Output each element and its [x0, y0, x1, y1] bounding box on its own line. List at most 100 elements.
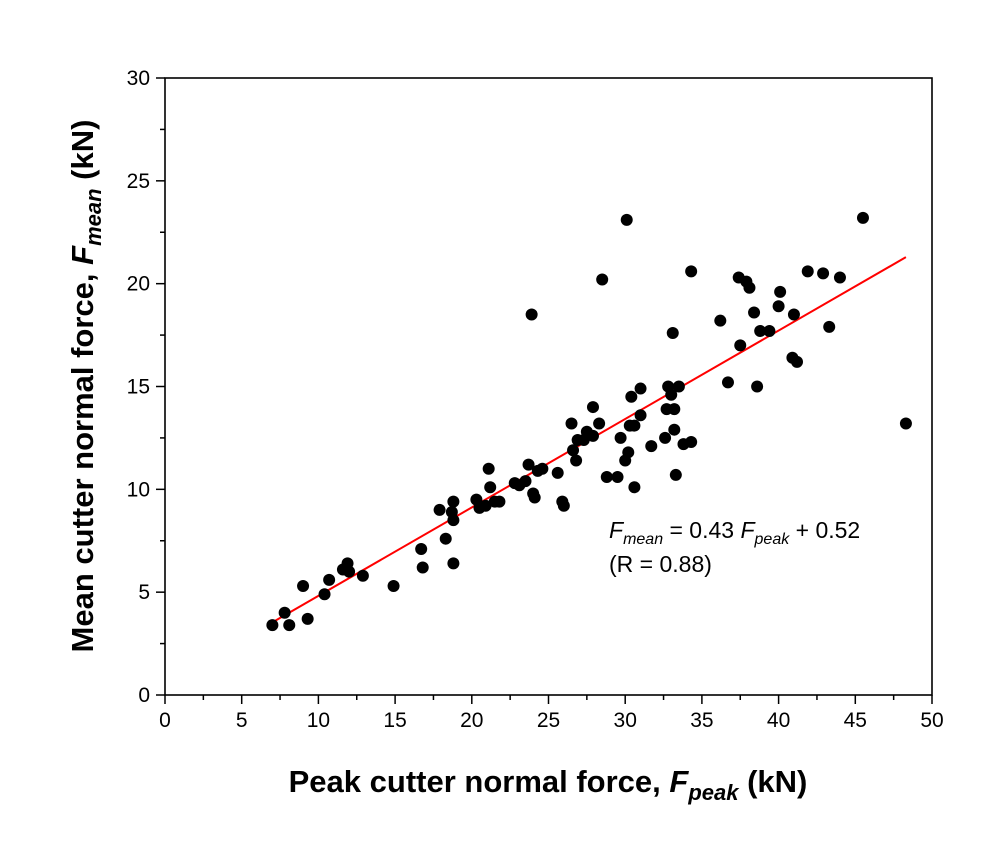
data-point	[801, 265, 814, 278]
data-point	[899, 417, 912, 430]
data-point	[620, 213, 633, 226]
data-point	[634, 409, 647, 422]
data-point	[416, 561, 429, 574]
x-tick-label: 20	[460, 709, 483, 732]
data-point	[754, 324, 767, 337]
x-tick-label: 35	[690, 709, 713, 732]
data-point	[668, 403, 681, 416]
x-tick-label: 5	[236, 709, 248, 732]
data-point	[415, 542, 428, 555]
data-point	[297, 579, 310, 592]
x-tick-label: 30	[614, 709, 637, 732]
data-point	[856, 211, 869, 224]
data-point	[522, 458, 535, 471]
y-tick-label: 20	[127, 273, 150, 296]
x-axis-title: Peak cutter normal force, Fpeak (kN)	[289, 764, 808, 805]
tick-labels: 0 5 10 15 20 25 30 35 40 45 50 0 5 10 15 20 25 30	[127, 67, 944, 732]
data-point	[586, 401, 599, 414]
axis-ticks	[156, 77, 933, 704]
data-point	[586, 429, 599, 442]
y-tick-label: 0	[138, 684, 150, 707]
data-point	[748, 306, 761, 319]
y-tick-label: 10	[127, 478, 150, 501]
data-point	[751, 380, 764, 393]
data-point	[721, 376, 734, 389]
data-point	[387, 579, 400, 592]
data-point	[672, 380, 685, 393]
x-tick-label: 10	[307, 709, 330, 732]
data-point	[763, 324, 776, 337]
data-point	[625, 390, 638, 403]
data-point	[528, 491, 541, 504]
data-point	[536, 462, 549, 475]
data-point	[734, 339, 747, 352]
data-point	[283, 619, 296, 632]
x-tick-label: 0	[159, 709, 171, 732]
data-point	[447, 495, 460, 508]
data-point	[714, 314, 727, 327]
data-point	[666, 327, 679, 340]
data-point	[659, 431, 672, 444]
data-point	[668, 423, 681, 436]
x-tick-label: 25	[537, 709, 560, 732]
data-point	[343, 565, 356, 578]
data-point	[743, 281, 756, 294]
y-tick-label: 30	[127, 67, 150, 90]
data-point	[596, 273, 609, 286]
x-tick-label: 15	[383, 709, 406, 732]
data-point	[551, 466, 564, 479]
data-point	[484, 481, 497, 494]
y-tick-label: 5	[138, 581, 150, 604]
x-tick-label: 45	[844, 709, 867, 732]
data-point	[685, 265, 698, 278]
data-point	[593, 417, 606, 430]
data-point	[665, 388, 678, 401]
data-point	[301, 612, 314, 625]
data-point	[600, 470, 613, 483]
data-point	[685, 436, 698, 449]
data-point	[519, 475, 532, 488]
data-point	[611, 470, 624, 483]
x-tick-label: 40	[767, 709, 790, 732]
data-point	[669, 468, 682, 481]
data-point	[645, 440, 658, 453]
y-tick-label: 25	[127, 170, 150, 193]
data-point	[356, 569, 369, 582]
data-point	[570, 454, 583, 467]
plot-frame	[164, 77, 933, 696]
data-point	[318, 588, 331, 601]
data-point	[567, 444, 580, 457]
data-point	[482, 462, 495, 475]
data-point	[791, 355, 804, 368]
x-tick-label: 50	[920, 709, 943, 732]
data-point	[772, 300, 785, 313]
data-point	[823, 320, 836, 333]
data-point	[628, 481, 641, 494]
data-point	[634, 382, 647, 395]
data-point	[614, 431, 627, 444]
data-point	[278, 606, 291, 619]
data-point	[433, 503, 446, 516]
data-point	[439, 532, 452, 545]
data-point	[774, 285, 787, 298]
data-point	[833, 271, 846, 284]
data-point	[557, 499, 570, 512]
data-point	[323, 573, 336, 586]
data-point	[787, 308, 800, 321]
data-point	[447, 514, 460, 527]
data-point	[525, 308, 538, 321]
y-tick-label: 15	[127, 376, 150, 399]
data-point	[817, 267, 830, 280]
data-point	[493, 495, 506, 508]
data-point	[622, 446, 635, 459]
data-point	[628, 419, 641, 432]
data-point	[565, 417, 578, 430]
data-points	[266, 211, 912, 632]
data-point	[266, 619, 279, 632]
data-point	[479, 499, 492, 512]
fit-equation: Fmean = 0.43 Fpeak + 0.52	[609, 517, 860, 548]
correlation-label: (R = 0.88)	[609, 551, 712, 577]
data-point	[447, 557, 460, 570]
y-axis-title: Mean cutter normal force, Fmean (kN)	[65, 120, 106, 653]
